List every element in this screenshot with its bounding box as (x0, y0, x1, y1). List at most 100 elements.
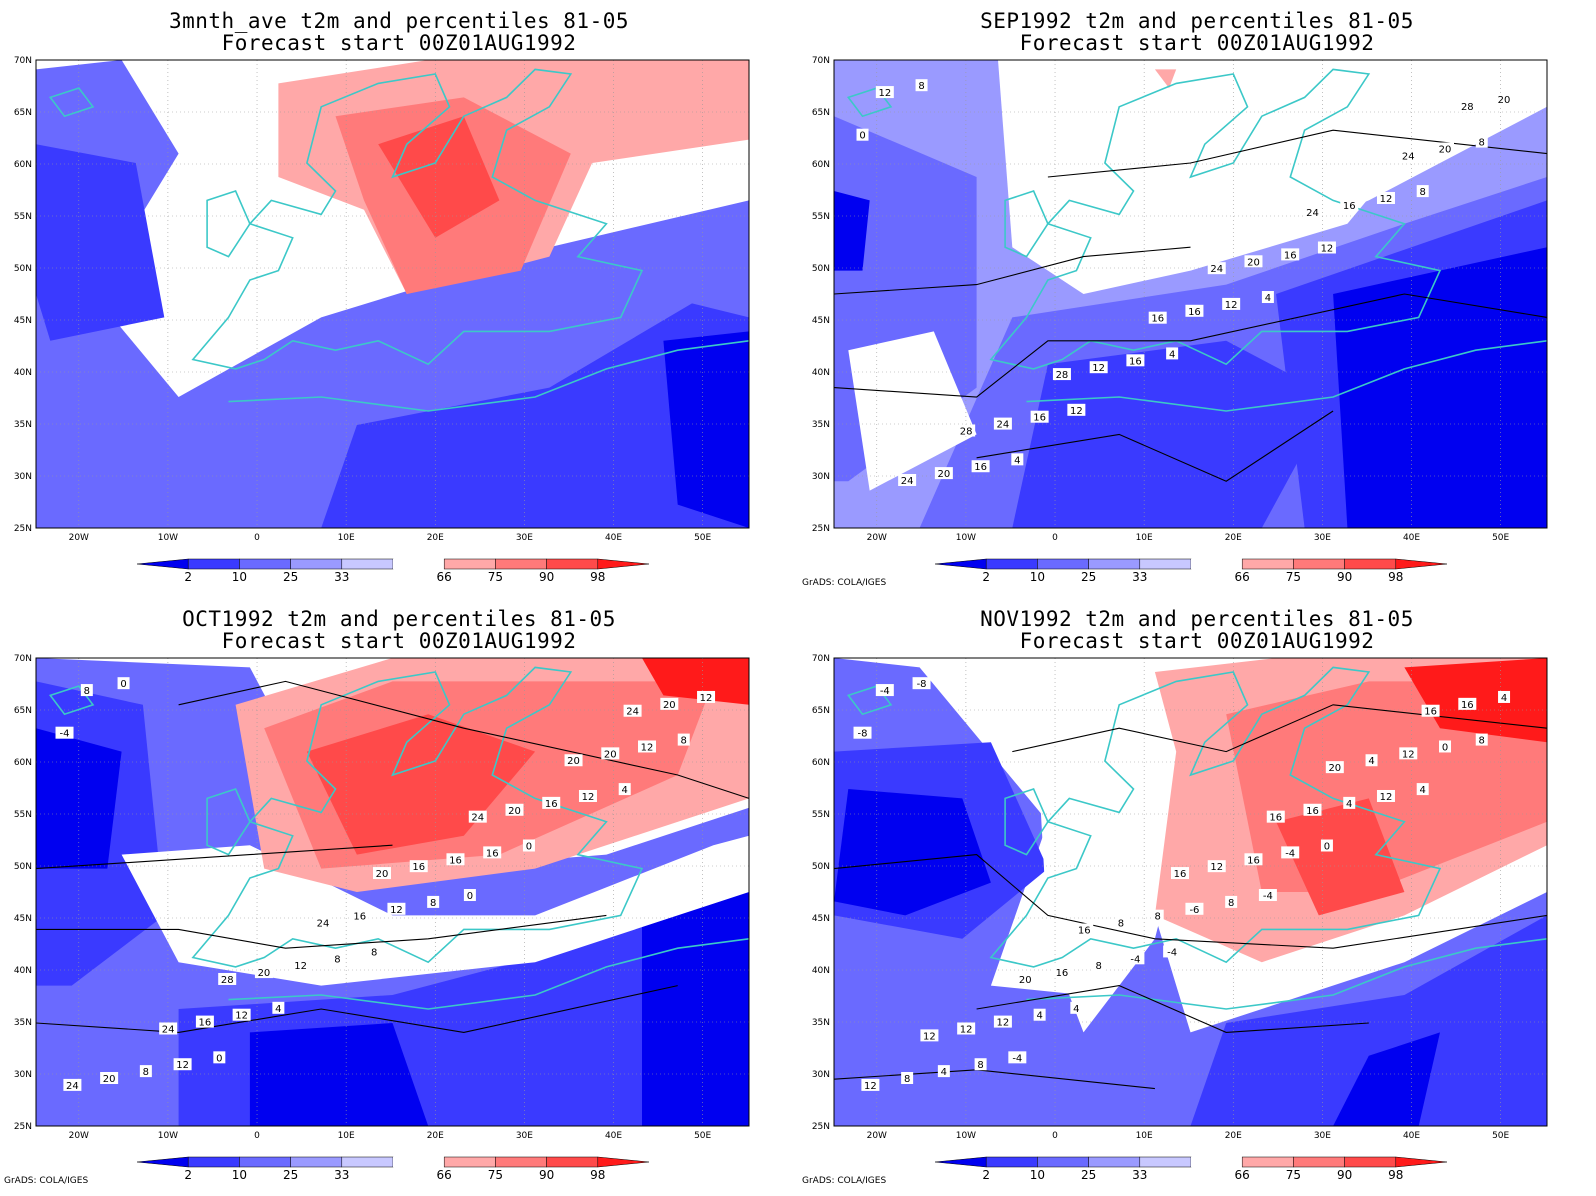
colorbar-segment (985, 1156, 1038, 1168)
contour-label: -6 (1189, 905, 1199, 916)
longitude-label: 10W (158, 533, 178, 543)
contour-label-box (1261, 291, 1274, 304)
contour-label-box (898, 474, 917, 487)
contour-label-box (1281, 846, 1300, 859)
contour-label-box (1163, 945, 1182, 958)
latitude-label: 55N (14, 212, 32, 222)
contour-label: 16 (486, 848, 499, 859)
contour-label: 8 (1095, 961, 1101, 972)
longitude-label: 30E (1314, 1131, 1331, 1141)
latitude-label: 25N (812, 524, 830, 534)
contour-label-box (409, 860, 428, 873)
contour-label-box (853, 726, 872, 739)
percentile-shading (306, 714, 536, 855)
panel-title: NOV1992 t2m and percentiles 81-05 (980, 607, 1414, 631)
contour-label: 0 (526, 841, 532, 852)
latitude-label: 65N (812, 108, 830, 118)
map-plot: 0 4 4 8 4 8 12 12 8 12 16 12 16 12 16 16 20 16 20 16 12 20 20 2… (812, 56, 1548, 543)
contour-label: 16 (974, 462, 987, 473)
contour-label-box (915, 79, 928, 92)
contour-label: 20 (1247, 257, 1260, 268)
contour-label: 16 (353, 912, 366, 923)
coastline (1026, 340, 1548, 412)
contour-label-box (912, 677, 931, 690)
latitude-label: 70N (812, 654, 830, 664)
contour-label: 8 (1155, 912, 1161, 923)
colorbar-segment (1293, 558, 1345, 570)
contour-label-box (1458, 697, 1477, 710)
contour-label-box (1325, 761, 1344, 774)
contour-label-box (117, 677, 130, 690)
contour-label-box (971, 460, 990, 473)
longitude-label: 0 (1052, 1131, 1058, 1141)
contour-label-box (1399, 747, 1418, 760)
contour-label-box (564, 754, 583, 767)
contour-label-box (1281, 248, 1300, 261)
colorbar-label: 66 (1235, 1168, 1250, 1182)
latitude-label: 50N (14, 862, 32, 872)
contour-label: 16 (1461, 700, 1474, 711)
latitude-label: 30N (812, 1070, 830, 1080)
panel-title: SEP1992 t2m and percentiles 81-05 (980, 9, 1414, 33)
contour-label-box (920, 1029, 939, 1042)
latitude-label: 70N (14, 56, 32, 66)
longitude-label: 50E (1492, 533, 1509, 543)
longitude-label: 0 (254, 1131, 260, 1141)
contour-label-box (957, 1022, 976, 1035)
longitude-label: 30E (516, 1131, 533, 1141)
contour-label: -4 (1130, 954, 1140, 965)
coastline (1026, 938, 1548, 1010)
colorbar-label: 10 (232, 1168, 247, 1182)
contour-label: -4 (60, 729, 70, 740)
colorbar-segment (341, 1156, 394, 1168)
longitude-label: 20E (427, 533, 444, 543)
coastline (989, 68, 1442, 370)
contour-label: 16 (1078, 925, 1091, 936)
contour-label-box (1070, 1001, 1083, 1014)
contour-label: 28 (1461, 102, 1474, 113)
latitude-label: 30N (14, 1070, 32, 1080)
contour-label: 24 (1306, 208, 1319, 219)
latitude-label: 25N (812, 1122, 830, 1132)
contour-label: 0 (1324, 841, 1330, 852)
contour-label: 20 (258, 968, 271, 979)
contour-label-box (957, 424, 976, 437)
contour-label: 24 (471, 813, 484, 824)
coastline (1004, 190, 1049, 258)
latitude-label: 70N (14, 654, 32, 664)
contour-label: 12 (1380, 194, 1393, 205)
colorbar-segment (239, 1156, 291, 1168)
latitude-label: 55N (14, 810, 32, 820)
latitude-label: 60N (14, 758, 32, 768)
contour-label-box (1011, 453, 1024, 466)
coastline (191, 68, 644, 370)
contour-label-box (1207, 860, 1226, 873)
colorbar-segment (187, 558, 240, 570)
contour-label: -4 (1285, 848, 1295, 859)
contour-label: 8 (334, 954, 340, 965)
longitude-label: 20E (1225, 533, 1242, 543)
contour-label: 20 (1328, 763, 1341, 774)
latitude-label: 30N (14, 472, 32, 482)
latitude-label: 60N (812, 758, 830, 768)
colorbar-label: 98 (590, 570, 605, 584)
map-plot: -8 -4 -4 4 -4 -8 0 4 8 8 8 12 -4 -4 -4 4 0 -6 4 4 8 4 16 12 12 8 8… (812, 654, 1548, 1141)
contour-label: 16 (1188, 307, 1201, 318)
contour-label-box (1317, 241, 1336, 254)
contour-label: 20 (103, 1074, 116, 1085)
colorbar-segment (1088, 558, 1141, 570)
colorbar-segment (1293, 1156, 1345, 1168)
colorbar: 2 10 25 33 66 75 90 98 (934, 1156, 1448, 1182)
temperature-contour (976, 985, 1369, 1033)
contour-label: -8 (917, 679, 927, 690)
contour-label: 8 (1228, 898, 1234, 909)
colorbar-segment (1344, 1156, 1397, 1168)
contour-label-box (1052, 966, 1071, 979)
contour-label: 0 (859, 131, 865, 142)
contour-label-box (1008, 1051, 1027, 1064)
temperature-contour (833, 246, 1191, 295)
contour-label-box (1185, 304, 1204, 317)
temperature-contour (178, 680, 750, 799)
panel-title: 3mnth_ave t2m and percentiles 81-05 (168, 9, 629, 33)
latitude-label: 55N (812, 810, 830, 820)
